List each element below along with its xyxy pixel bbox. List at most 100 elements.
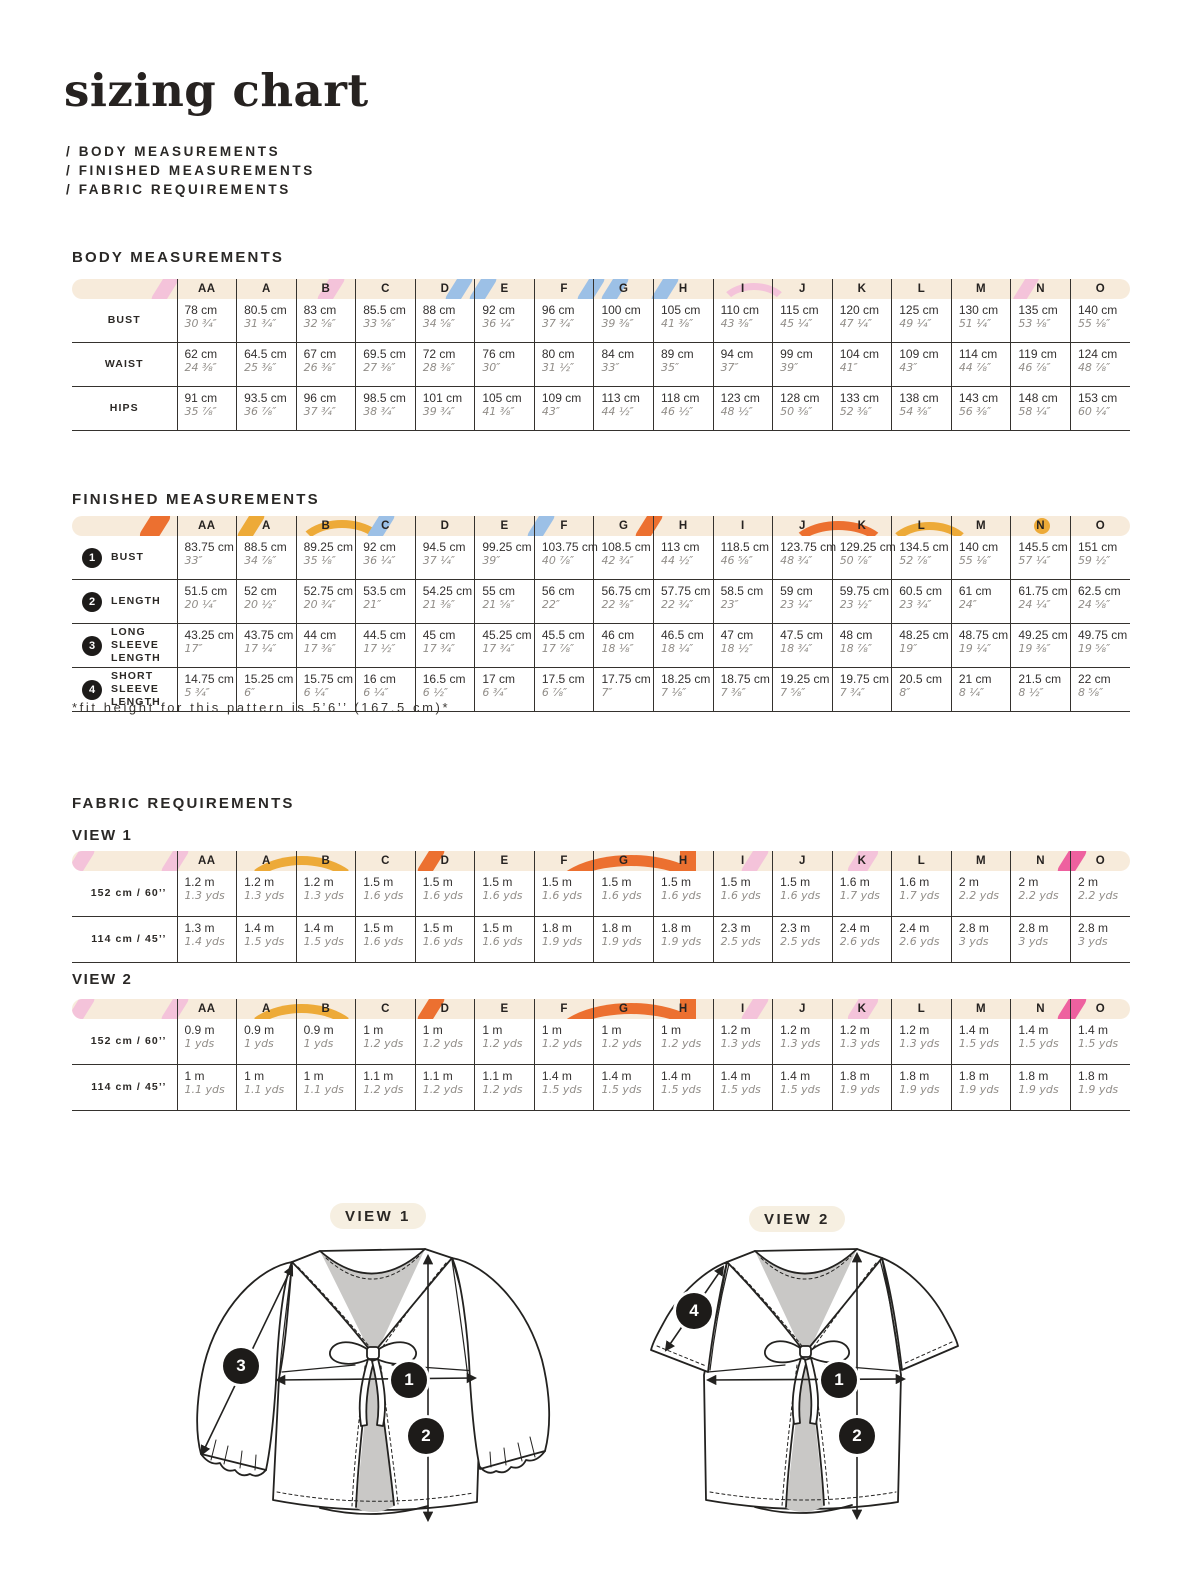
metric-value: 44.5 cm (363, 628, 406, 642)
subtitle-line-3: / FABRIC REQUIREMENTS (66, 182, 291, 197)
size-column-header-A: A (236, 999, 297, 1019)
size-column-header-N: N (1010, 279, 1071, 299)
size-column-header-AA: AA (176, 851, 237, 871)
measurement-cell: 1.4 m 1.5 yds (236, 916, 297, 963)
metric-value: 99 cm (780, 347, 813, 361)
imperial-value: 6 ¼″ (363, 686, 389, 699)
imperial-value: 8 ½″ (1018, 686, 1044, 699)
bow-loop-right (809, 1340, 850, 1364)
metric-value: 109 cm (899, 347, 939, 361)
measurement-cell: 1.2 m 1.3 yds (891, 1019, 952, 1065)
view1-fabric-table: AA A B C D E F G H I J K L M N O 152 cm / 60’’ 1.2 m 1.3 y… (72, 851, 1130, 963)
metric-value: 62 cm (184, 347, 218, 361)
imperial-value: 60 ¼″ (1077, 405, 1111, 418)
imperial-value: 36 ¼″ (482, 317, 515, 330)
metric-value: 109 cm (541, 391, 582, 405)
imperial-value: 17 ¼″ (244, 642, 277, 655)
metric-value: 16.5 cm (422, 672, 466, 686)
metric-value: 51.5 cm (184, 584, 228, 598)
imperial-value: 8 ⅝″ (1077, 686, 1104, 699)
metric-value: 118 cm (661, 391, 700, 405)
imperial-value: 34 ⅞″ (244, 554, 277, 567)
size-column-header-N: N (1010, 851, 1071, 871)
imperial-value: 1.6 yds (422, 935, 463, 948)
size-column-header-A: A (236, 516, 297, 536)
measurement-cell: 51.5 cm 20 ¼″ (176, 579, 237, 624)
imperial-value: 17 ½″ (363, 642, 396, 655)
measurement-cell: 85.5 cm 33 ⅝″ (355, 299, 416, 343)
measurement-cell: 1.5 m 1.6 yds (474, 871, 535, 917)
metric-value: 1.5 m (541, 875, 572, 889)
imperial-value: 3 yds (1018, 935, 1049, 948)
measurement-cell: 46.5 cm 18 ¼″ (653, 623, 714, 668)
imperial-value: 18 ⅛″ (601, 642, 634, 655)
size-column-header-H: H (653, 279, 714, 299)
imperial-value: 25 ⅜″ (244, 361, 277, 374)
imperial-value: 1.6 yds (422, 889, 463, 902)
measurement-cell: 46 cm 18 ⅛″ (593, 623, 654, 668)
measurement-cell: 119 cm 46 ⅞″ (1010, 342, 1071, 387)
imperial-value: 23 ¼″ (780, 598, 813, 611)
imperial-value: 22 ⅜″ (601, 598, 634, 611)
metric-value: 43.25 cm (184, 628, 234, 642)
measurement-cell: 55 cm 21 ⅝″ (474, 579, 535, 624)
size-column-header-J: J (772, 851, 833, 871)
imperial-value: 39″ (482, 554, 501, 567)
imperial-value: 1.1 yds (303, 1083, 344, 1096)
row-label-text: HIPS (109, 402, 139, 414)
metric-value: 1.2 m (780, 1023, 811, 1037)
measurement-cell: 96 cm 37 ¾″ (295, 386, 356, 431)
view2-table-heading: VIEW 2 (72, 971, 133, 988)
size-column-header-C: C (355, 279, 416, 299)
metric-value: 1.5 m (482, 875, 513, 889)
imperial-value: 24 ¼″ (1018, 598, 1051, 611)
metric-value: 52 cm (244, 584, 277, 598)
measurement-cell: 1.1 m 1.2 yds (414, 1064, 475, 1111)
measurement-cell: 101 cm 39 ¾″ (414, 386, 475, 431)
measurement-cell: 1.2 m 1.3 yds (176, 871, 237, 917)
measurement-cell: 47.5 cm 18 ¾″ (772, 623, 833, 668)
metric-value: 1.2 m (899, 1023, 930, 1037)
measurement-cell: 83.75 cm 33″ (176, 536, 237, 580)
metric-value: 44 cm (303, 628, 337, 642)
imperial-value: 1.9 yds (1018, 1083, 1059, 1096)
metric-value: 1.1 m (363, 1069, 394, 1083)
measurement-cell: 103.75 cm 40 ⅞″ (533, 536, 598, 580)
size-column-header-G: G (593, 279, 654, 299)
table-row: WAIST 62 cm 24 ⅜″ 64.5 cm 25 ⅜″ 67 cm 26 ⅜″ 69.… (72, 342, 1130, 387)
imperial-value: 33″ (601, 361, 620, 374)
imperial-value: 6 ½″ (422, 686, 449, 699)
row-label: 152 cm / 60’’ (72, 1019, 177, 1065)
table-corner (72, 851, 177, 871)
measurement-cell: 44 cm 17 ⅜″ (295, 623, 356, 668)
imperial-value: 50 ⅞″ (839, 554, 872, 567)
imperial-value: 6 ¼″ (303, 686, 329, 699)
row-label-wrap: 1 BUST (72, 547, 177, 568)
metric-value: 0.9 m (184, 1023, 215, 1037)
metric-value: 130 cm (958, 303, 999, 317)
finished-measurements-table: AA A B C D E F G H I J K L M N O 1 BUST 83.75 cm 33″ 88.5 cm… (72, 516, 1130, 712)
metric-value: 1.5 m (720, 875, 751, 889)
metric-value: 19.75 cm (839, 672, 890, 686)
metric-value: 72 cm (422, 347, 456, 361)
metric-value: 1.4 m (244, 921, 275, 935)
measurement-cell: 59.75 cm 23 ½″ (831, 579, 892, 624)
size-column-header-D: D (414, 516, 475, 536)
metric-value: 83 cm (303, 303, 337, 317)
size-column-header-I: I (712, 999, 773, 1019)
measurement-cell: 84 cm 33″ (593, 342, 654, 387)
row-number-badge: 2 (82, 591, 102, 612)
measurement-cell: 128 cm 50 ⅜″ (772, 386, 833, 431)
size-column-header-M: M (950, 851, 1011, 871)
measurement-cell: 49.25 cm 19 ⅜″ (1010, 623, 1071, 668)
metric-value: 123 cm (720, 391, 760, 405)
back-neck-fill (321, 1251, 424, 1352)
metric-value: 110 cm (720, 303, 760, 317)
metric-value: 1 m (541, 1023, 562, 1037)
metric-value: 84 cm (601, 347, 635, 361)
measurement-cell: 100 cm 39 ⅜″ (593, 299, 654, 343)
measurement-cell: 104 cm 41″ (831, 342, 892, 387)
measurement-cell: 1.8 m 1.9 yds (1069, 1064, 1130, 1111)
